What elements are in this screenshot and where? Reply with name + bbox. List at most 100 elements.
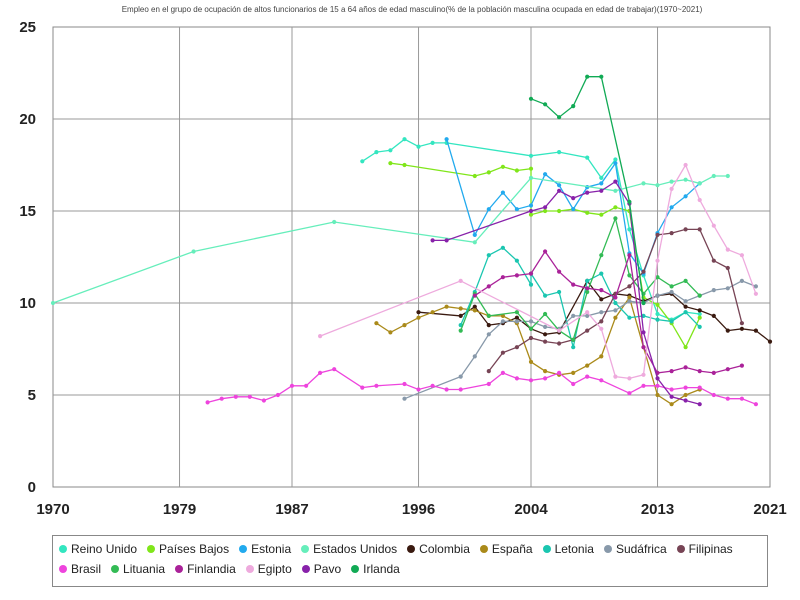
series-line-irlanda (530, 76, 645, 304)
data-point-reino-unido (388, 148, 393, 153)
data-point-egipto (641, 372, 646, 377)
data-point-letonia (655, 317, 660, 322)
data-point-brasil (627, 391, 632, 396)
legend-label: España (491, 542, 533, 556)
data-point-reino-unido (360, 159, 365, 164)
data-point-finlandia (585, 286, 590, 291)
data-point-egipto (739, 253, 745, 258)
data-point-finlandia (641, 345, 646, 350)
data-point-filipinas (557, 341, 562, 346)
legend-swatch (175, 565, 184, 573)
data-point-irlanda (528, 96, 534, 101)
data-point-brasil (289, 383, 295, 388)
data-point-brasil (739, 396, 745, 401)
data-point-sudafrica (753, 284, 759, 289)
data-point-espana (585, 363, 590, 368)
data-point-filipinas (585, 328, 590, 333)
data-point-pavo (599, 188, 604, 193)
legend-label: Estonia (251, 542, 292, 556)
y-tick-label: 5 (28, 387, 36, 404)
legend-swatch (542, 545, 551, 553)
series-finlandia (472, 249, 745, 375)
data-point-sudafrica (458, 374, 463, 379)
data-point-estonia (683, 194, 688, 199)
x-tick-label: 2021 (753, 501, 786, 518)
data-point-finlandia (739, 363, 745, 368)
series-brasil (205, 367, 759, 407)
legend-item-irlanda: Irlanda (351, 561, 400, 577)
data-point-pavo (444, 238, 449, 243)
x-tick-label: 1987 (275, 501, 308, 518)
data-point-filipinas (697, 227, 702, 232)
data-point-letonia (599, 271, 604, 276)
data-point-reino-unido (402, 137, 407, 142)
data-point-colombia (514, 315, 520, 320)
data-point-irlanda (557, 115, 562, 120)
data-point-reino-unido (599, 175, 604, 180)
legend-item-finlandia: Finlandia (175, 561, 236, 577)
data-point-brasil (655, 383, 660, 388)
legend-swatch (301, 545, 310, 553)
data-point-brasil (697, 385, 702, 390)
data-point-colombia (416, 310, 421, 315)
data-point-egipto (655, 258, 660, 263)
data-point-letonia (627, 315, 632, 320)
data-point-colombia (711, 313, 716, 318)
data-point-finlandia (627, 253, 632, 258)
data-point-brasil (543, 376, 548, 381)
legend-item-espana: España (479, 541, 533, 557)
legend-swatch (603, 545, 612, 553)
data-point-letonia (543, 293, 548, 298)
legend-label: Brasil (71, 562, 102, 576)
data-point-estados-unidos (191, 249, 196, 254)
legend-label: Filipinas (688, 542, 733, 556)
legend-item-estados-unidos: Estados Unidos (301, 541, 397, 557)
data-point-egipto (683, 162, 688, 168)
legend-swatch (59, 565, 67, 573)
data-point-colombia (543, 332, 548, 337)
data-point-lituania (613, 216, 618, 221)
data-point-egipto (711, 223, 716, 228)
chart-title: Empleo en el grupo de ocupación de altos… (122, 5, 703, 14)
data-point-espana (500, 313, 505, 318)
data-point-sudafrica (725, 286, 730, 291)
legend-swatch (351, 565, 360, 573)
data-point-letonia (500, 245, 505, 250)
data-point-reino-unido (557, 150, 562, 155)
data-point-pavo (613, 179, 618, 184)
data-point-filipinas (655, 232, 660, 237)
series-line-reino-unido (361, 138, 700, 321)
data-point-colombia (486, 323, 491, 328)
data-point-filipinas (711, 258, 716, 263)
data-point-lituania (543, 311, 548, 317)
data-point-lituania (669, 284, 674, 289)
data-point-filipinas (725, 265, 730, 271)
data-point-reino-unido (430, 140, 435, 145)
data-point-finlandia (725, 367, 730, 372)
y-tick-label: 0 (28, 479, 36, 496)
data-point-brasil (233, 394, 238, 399)
data-point-sudafrica (585, 313, 590, 318)
data-point-estados-unidos (332, 219, 337, 225)
data-point-filipinas (739, 321, 745, 326)
data-point-brasil (753, 402, 759, 407)
series-irlanda (528, 74, 646, 306)
data-point-espana (388, 330, 393, 335)
series-line-brasil (207, 368, 757, 405)
legend-label: Egipto (257, 562, 292, 576)
legend-item-pavo: Pavo (301, 561, 341, 577)
data-point-estados-unidos (697, 181, 702, 186)
data-point-brasil (444, 387, 449, 392)
data-point-estonia (557, 183, 562, 188)
data-point-espana (402, 323, 407, 328)
data-point-brasil (557, 370, 562, 375)
data-point-irlanda (571, 104, 576, 109)
legend-item-reino-unido: Reino Unido (59, 541, 137, 557)
data-point-filipinas (543, 339, 548, 344)
legend-item-lituania: Lituania (111, 561, 165, 577)
data-point-pavo (543, 205, 548, 210)
data-point-colombia (458, 313, 463, 318)
data-point-brasil (514, 376, 520, 381)
y-tick-label: 15 (19, 203, 36, 220)
series-letonia (458, 245, 702, 350)
